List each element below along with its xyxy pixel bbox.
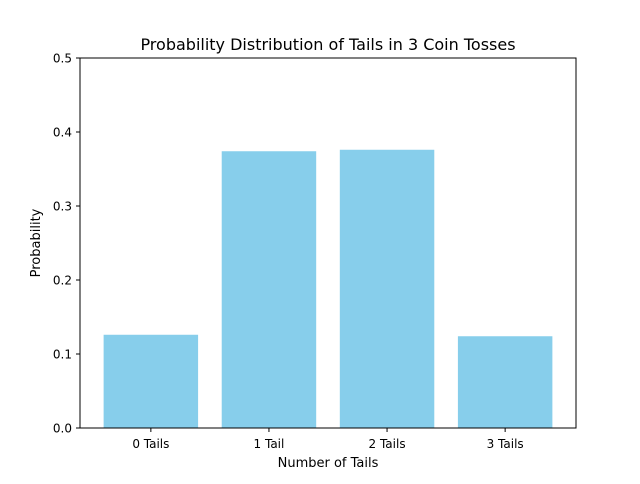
bar-1-tail — [221, 151, 317, 429]
y-tick-label: 0.4 — [53, 126, 72, 140]
x-axis-label: Number of Tails — [278, 456, 379, 471]
plot-frame — [79, 57, 577, 429]
bar-3-tails — [457, 336, 553, 428]
y-tick-label: 0.2 — [53, 274, 72, 288]
y-axis-label: Probability — [29, 208, 44, 277]
y-tick-label: 0.3 — [53, 200, 72, 214]
x-tick-label: 2 Tails — [369, 437, 406, 451]
x-tick-label: 0 Tails — [132, 437, 169, 451]
y-tick-label: 0.1 — [53, 348, 72, 362]
y-tick-label: 0.0 — [53, 422, 72, 436]
x-axis: 0 Tails 1 Tail 2 Tails 3 Tails — [132, 428, 524, 451]
chart-title: Probability Distribution of Tails in 3 C… — [140, 35, 515, 54]
y-tick-label: 0.5 — [53, 52, 72, 66]
bar-0-tails — [103, 334, 199, 428]
y-axis: 0.0 0.1 0.2 0.3 0.4 0.5 — [53, 52, 80, 436]
bar-2-tails — [339, 149, 435, 428]
x-tick-label: 3 Tails — [487, 437, 524, 451]
x-tick-label: 1 Tail — [254, 437, 285, 451]
bars-layer — [103, 149, 553, 429]
